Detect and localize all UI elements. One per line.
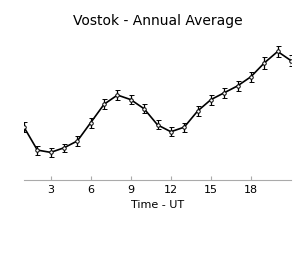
X-axis label: Time - UT: Time - UT xyxy=(131,200,184,210)
Title: Vostok - Annual Average: Vostok - Annual Average xyxy=(73,14,242,28)
